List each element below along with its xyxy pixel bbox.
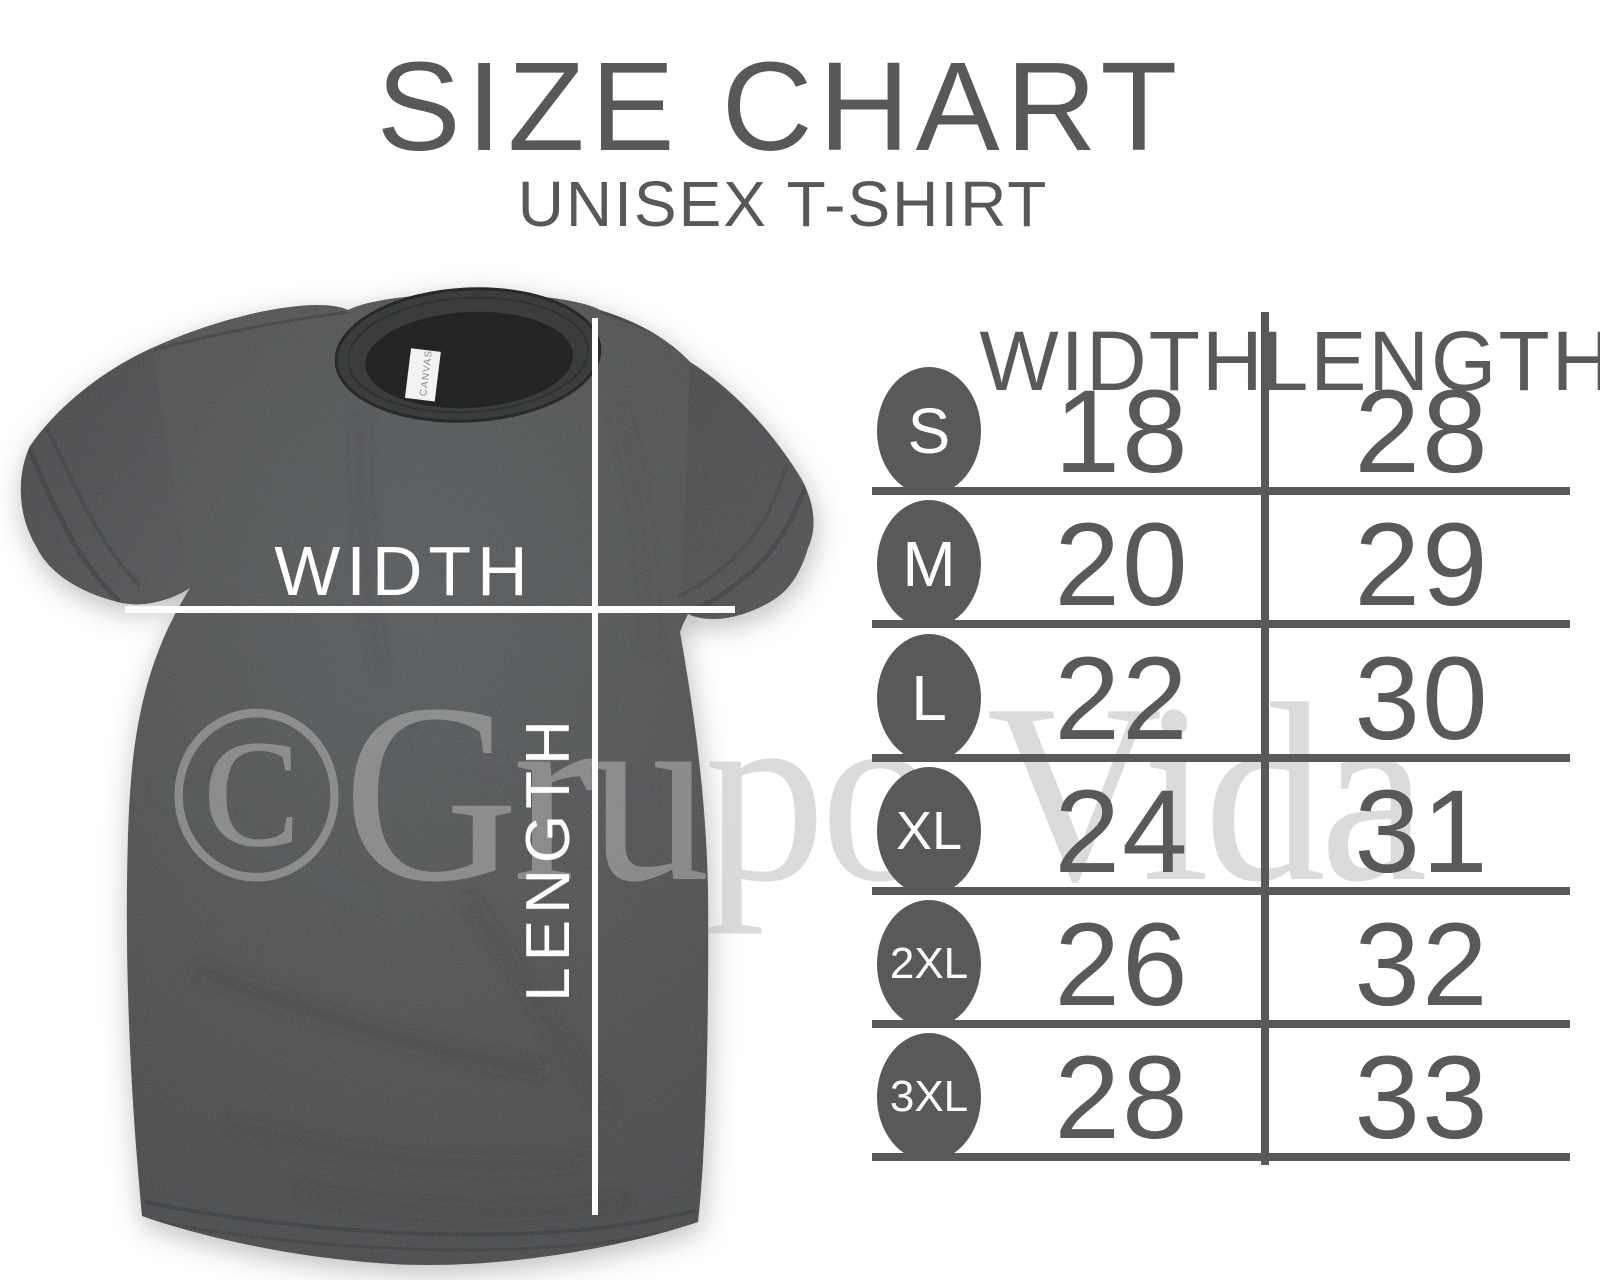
- size-badge-l: L: [877, 634, 981, 762]
- width-measure-line: [125, 606, 735, 613]
- table-row-line: [872, 1020, 1570, 1028]
- width-value-s: 18: [1054, 366, 1190, 498]
- table-column-divider: [1261, 312, 1269, 1165]
- table-row-line: [872, 487, 1570, 495]
- length-measure-line: [592, 318, 598, 1215]
- length-value-xl: 31: [1354, 766, 1490, 898]
- page-title: SIZE CHART: [376, 36, 1184, 177]
- width-value-xl: 24: [1054, 766, 1190, 898]
- length-value-2xl: 32: [1354, 899, 1490, 1031]
- table-row-line: [872, 1153, 1570, 1161]
- shirt-width-label: WIDTH: [274, 532, 534, 610]
- neck-tag: CANVAS: [404, 348, 441, 402]
- table-row-line: [872, 620, 1570, 628]
- tshirt-photo: CANVAS: [20, 287, 814, 1265]
- size-badge-m: M: [877, 500, 981, 628]
- width-value-m: 20: [1054, 499, 1190, 631]
- size-badge-2xl: 2XL: [877, 900, 981, 1028]
- shirt-length-label: LENGTH: [514, 714, 583, 1002]
- length-value-s: 28: [1354, 366, 1490, 498]
- size-badge-s: S: [877, 367, 981, 495]
- length-value-3xl: 33: [1354, 1032, 1490, 1164]
- width-value-3xl: 28: [1054, 1032, 1190, 1164]
- table-row-line: [872, 887, 1570, 895]
- table-header-width: WIDTH: [979, 314, 1265, 408]
- table-row-line: [872, 754, 1570, 762]
- size-badge-3xl: 3XL: [877, 1033, 981, 1161]
- page-subtitle: UNISEX T-SHIRT: [517, 168, 1049, 240]
- size-badge-xl: XL: [877, 767, 981, 895]
- table-header-length: LENGTH: [1261, 314, 1600, 408]
- width-value-l: 22: [1054, 633, 1190, 765]
- width-value-2xl: 26: [1054, 899, 1190, 1031]
- length-value-m: 29: [1354, 499, 1490, 631]
- length-value-l: 30: [1354, 633, 1490, 765]
